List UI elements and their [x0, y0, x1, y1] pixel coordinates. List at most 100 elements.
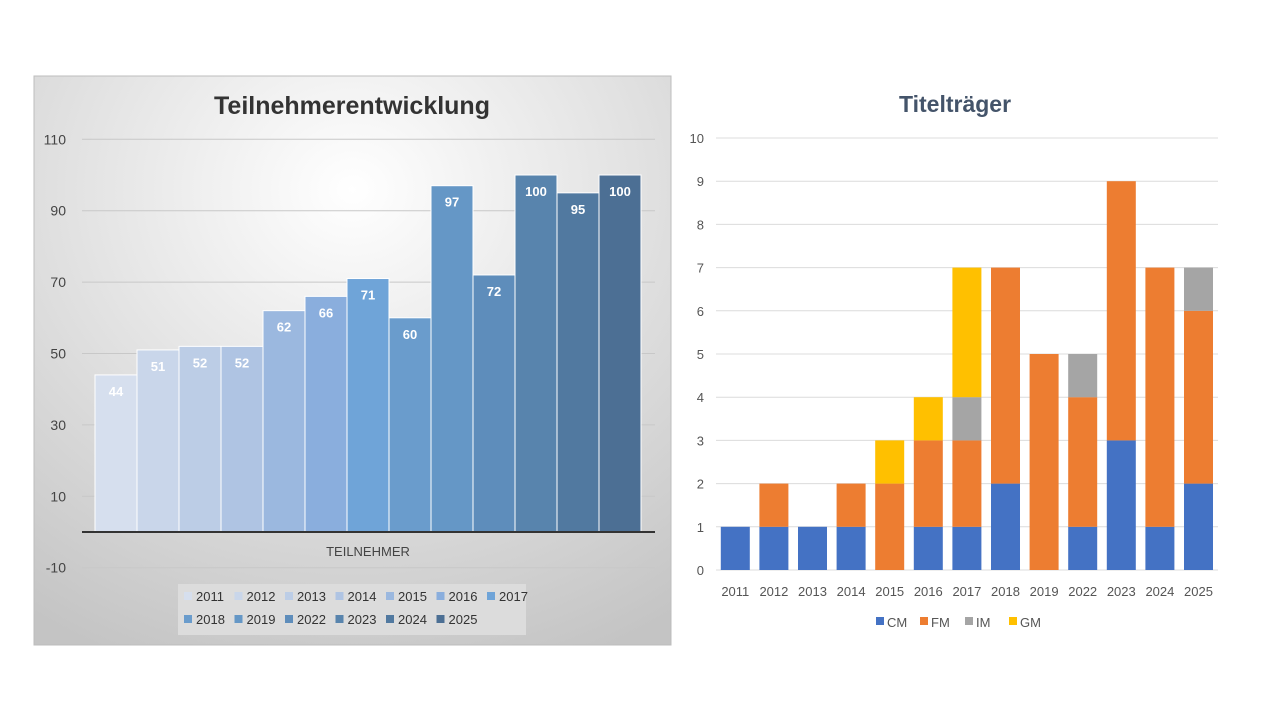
legend-marker [487, 592, 495, 600]
legend-entry: 2022 [297, 612, 326, 627]
legend-marker [285, 615, 293, 623]
y-tick-label: 5 [697, 347, 704, 362]
y-tick-label: 7 [697, 261, 704, 276]
legend-marker [184, 615, 192, 623]
bar-2012 [136, 349, 180, 533]
bar-2014 [220, 345, 264, 533]
bar-2025 [598, 174, 642, 533]
bar-2022 [472, 274, 516, 533]
legend-marker [234, 592, 243, 600]
x-axis-label: TEILNEHMER [326, 544, 410, 559]
bar-2011 [94, 374, 138, 533]
legend-marker [436, 592, 445, 600]
bar-segment-CM-2018 [991, 483, 1020, 570]
y-tick-label: 10 [50, 488, 66, 504]
legend-entry: FM [931, 615, 950, 630]
x-tick-label: 2018 [991, 584, 1020, 599]
legend-marker-GM [1009, 617, 1017, 625]
chart-title: Teilnehmerentwicklung [214, 92, 490, 120]
data-label: 97 [445, 195, 459, 210]
data-label: 52 [235, 355, 249, 370]
x-tick-label: 2012 [759, 584, 788, 599]
bar-segment-FM-2024 [1145, 267, 1175, 527]
y-tick-label: 70 [50, 274, 66, 290]
bar-segment-GM-2017 [952, 267, 982, 398]
x-tick-label: 2017 [952, 584, 981, 599]
data-label: 100 [525, 184, 547, 199]
bar-segment-GM-2016 [913, 397, 943, 441]
data-label: 62 [277, 320, 291, 335]
y-tick-label: 50 [50, 346, 66, 362]
legend-entry: CM [887, 615, 907, 630]
y-tick-label: 110 [44, 131, 67, 147]
legend-entry: 2024 [398, 612, 427, 627]
legend-entry: IM [976, 615, 990, 630]
bar-2018 [388, 317, 432, 533]
legend-marker [386, 615, 394, 623]
x-tick-label: 2011 [721, 584, 749, 599]
bar-segment-CM-2023 [1106, 440, 1136, 570]
data-label: 44 [109, 384, 124, 399]
x-tick-label: 2014 [837, 584, 866, 599]
bar-segment-CM-2017 [952, 526, 982, 570]
x-tick-label: 2023 [1107, 584, 1136, 599]
x-tick-label: 2015 [875, 584, 904, 599]
y-tick-label: 0 [697, 563, 704, 578]
bar-segment-CM-2025 [1184, 483, 1213, 570]
bar-2023 [514, 174, 558, 533]
y-tick-label: 1 [697, 520, 704, 535]
y-tick-label: 30 [50, 417, 66, 433]
legend-marker [285, 592, 293, 600]
x-tick-label: 2025 [1184, 584, 1213, 599]
legend-marker [335, 615, 344, 623]
x-tick-label: 2016 [914, 584, 943, 599]
legend-entry: 2023 [348, 612, 377, 627]
y-tick-label: 2 [697, 477, 704, 492]
legend-marker [184, 592, 192, 600]
bar-segment-CM-2022 [1068, 526, 1098, 570]
legend-entry: 2018 [196, 612, 225, 627]
y-tick-label: 10 [690, 131, 704, 146]
y-tick-label: 6 [697, 304, 704, 319]
bar-segment-GM-2015 [875, 440, 905, 484]
y-tick-label: -10 [46, 560, 66, 576]
bar-segment-CM-2013 [798, 526, 827, 570]
data-label: 60 [403, 327, 417, 342]
bar-2024 [556, 192, 600, 533]
legend-entry: 2011 [196, 589, 224, 604]
legend-entry: 2016 [449, 589, 478, 604]
x-tick-label: 2024 [1145, 584, 1174, 599]
bar-segment-CM-2016 [913, 526, 943, 570]
bar-segment-FM-2014 [836, 483, 866, 527]
legend-marker [386, 592, 394, 600]
legend-marker-FM [920, 617, 928, 625]
bar-segment-IM-2017 [952, 397, 982, 441]
bar-segment-CM-2024 [1145, 526, 1175, 570]
bar-segment-FM-2015 [875, 483, 905, 570]
bar-segment-FM-2019 [1029, 354, 1059, 570]
legend-marker [436, 615, 445, 623]
y-tick-label: 4 [697, 390, 704, 405]
bar-segment-FM-2022 [1068, 397, 1098, 527]
bar-segment-FM-2025 [1184, 310, 1213, 484]
bar-segment-CM-2011 [720, 526, 750, 570]
bar-segment-CM-2012 [759, 526, 789, 570]
legend-entry: GM [1020, 615, 1041, 630]
legend-entry: 2017 [499, 589, 528, 604]
y-tick-label: 9 [697, 174, 704, 189]
y-tick-label: 90 [50, 203, 66, 219]
x-tick-label: 2019 [1030, 584, 1059, 599]
legend-entry: 2012 [247, 589, 276, 604]
legend-marker-IM [965, 617, 973, 625]
data-label: 66 [319, 305, 333, 320]
data-label: 72 [487, 284, 501, 299]
bar-segment-FM-2023 [1106, 181, 1136, 441]
chart-title: Titelträger [899, 91, 1011, 117]
bar-segment-IM-2022 [1068, 354, 1098, 398]
legend-entry: 2019 [247, 612, 276, 627]
bar-segment-FM-2016 [913, 440, 943, 527]
legend-entry: 2013 [297, 589, 326, 604]
data-label: 71 [361, 288, 375, 303]
data-label: 100 [609, 184, 631, 199]
